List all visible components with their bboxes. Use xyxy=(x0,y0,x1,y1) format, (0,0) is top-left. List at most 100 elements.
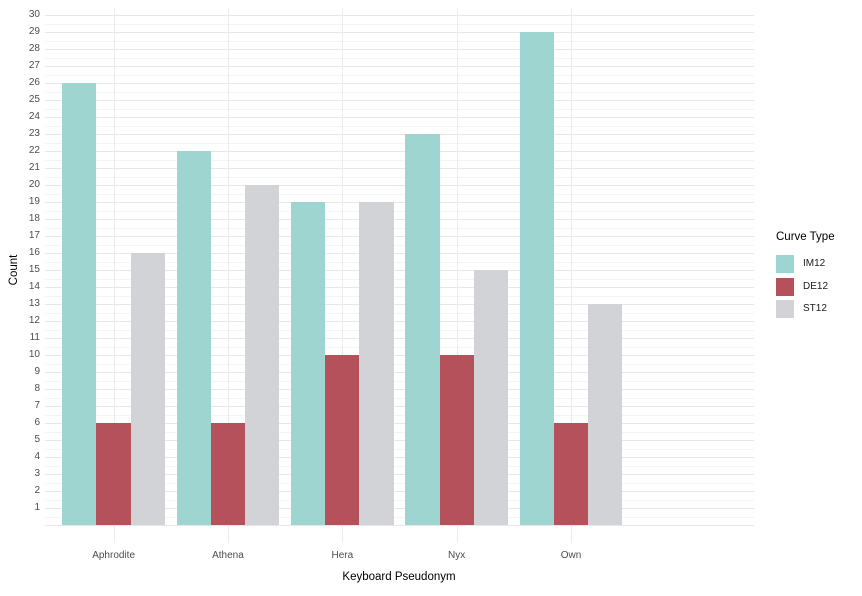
bar-own-im12 xyxy=(519,32,554,525)
major-gridline xyxy=(45,338,754,339)
legend-item: IM12 xyxy=(776,255,835,273)
y-tick-label: 8 xyxy=(34,383,40,394)
minor-gridline xyxy=(45,278,754,280)
y-tick-label: 29 xyxy=(28,26,40,37)
legend-item: DE12 xyxy=(776,277,835,296)
minor-gridline xyxy=(45,125,754,127)
category-gridline xyxy=(342,8,344,543)
y-tick-label: 10 xyxy=(28,349,40,360)
category-gridline xyxy=(571,8,573,543)
category-gridline xyxy=(227,8,229,543)
bar-hera-im12 xyxy=(290,202,326,525)
major-gridline xyxy=(45,32,754,33)
y-tick-label: 4 xyxy=(34,451,40,462)
minor-gridline xyxy=(45,465,754,467)
legend-label: DE12 xyxy=(803,280,829,292)
y-tick-label: 25 xyxy=(28,94,40,105)
bar-nyx-st12 xyxy=(473,270,509,525)
bar-hera-de12 xyxy=(325,355,360,525)
bar-aphrodite-de12 xyxy=(96,423,131,525)
minor-gridline xyxy=(45,74,754,76)
major-gridline xyxy=(45,389,754,390)
major-gridline xyxy=(45,508,754,509)
minor-gridline xyxy=(45,431,754,433)
y-tick-label: 19 xyxy=(28,196,40,207)
minor-gridline xyxy=(45,40,754,42)
x-tick-label-nyx: Nyx xyxy=(448,550,466,561)
minor-gridline xyxy=(45,346,754,348)
minor-gridline xyxy=(45,499,754,501)
major-gridline xyxy=(45,423,754,424)
y-tick-label: 20 xyxy=(28,179,40,190)
minor-gridline xyxy=(45,482,754,484)
major-gridline xyxy=(45,15,754,16)
y-tick-label: 18 xyxy=(28,213,40,224)
y-tick-label: 13 xyxy=(28,298,40,309)
y-tick-label: 22 xyxy=(28,145,40,156)
minor-gridline xyxy=(45,448,754,450)
y-tick-label: 12 xyxy=(28,315,40,326)
major-gridline xyxy=(45,49,754,50)
legend-label: ST12 xyxy=(803,303,827,314)
y-tick-label: 17 xyxy=(28,230,40,241)
bar-nyx-de12 xyxy=(439,355,474,525)
minor-gridline xyxy=(45,363,754,365)
bar-athena-st12 xyxy=(245,185,280,525)
major-gridline xyxy=(45,525,754,526)
minor-gridline xyxy=(45,414,754,416)
x-tick-label-athena: Athena xyxy=(212,550,244,561)
legend-label: IM12 xyxy=(803,258,826,269)
major-gridline xyxy=(45,372,754,373)
major-gridline xyxy=(45,202,754,203)
y-tick-label: 16 xyxy=(28,247,40,258)
minor-gridline xyxy=(45,57,754,59)
y-tick-label: 9 xyxy=(34,366,40,377)
y-tick-label: 23 xyxy=(28,128,40,139)
major-gridline xyxy=(45,406,754,407)
minor-gridline xyxy=(45,244,754,246)
major-gridline xyxy=(45,185,754,186)
major-gridline xyxy=(45,440,754,441)
bar-own-st12 xyxy=(588,304,623,525)
y-tick-label: 2 xyxy=(34,485,40,496)
major-gridline xyxy=(45,117,754,118)
major-gridline xyxy=(45,219,754,220)
category-gridline xyxy=(456,8,458,543)
major-gridline xyxy=(45,100,754,101)
major-gridline xyxy=(45,83,754,84)
y-tick-label: 7 xyxy=(34,400,40,411)
major-gridline xyxy=(45,321,754,322)
legend: Curve Type IM12 DE12 ST12 xyxy=(776,231,835,323)
minor-gridline xyxy=(45,227,754,229)
major-gridline xyxy=(45,355,754,356)
major-gridline xyxy=(45,474,754,475)
y-tick-label: 15 xyxy=(28,264,40,275)
y-tick-label: 24 xyxy=(28,111,40,122)
x-tick-label-own: Own xyxy=(560,550,582,561)
major-gridline xyxy=(45,491,754,492)
major-gridline xyxy=(45,287,754,288)
y-tick-label: 6 xyxy=(34,417,40,428)
minor-gridline xyxy=(45,142,754,144)
y-tick-label: 1 xyxy=(34,502,40,513)
legend-title: Curve Type xyxy=(776,231,835,243)
y-tick-label: 26 xyxy=(28,77,40,88)
major-gridline xyxy=(45,168,754,169)
legend-swatch-st12 xyxy=(776,300,794,318)
minor-gridline xyxy=(45,159,754,161)
bar-nyx-im12 xyxy=(405,134,440,525)
y-tick-label: 11 xyxy=(29,332,40,343)
bar-athena-de12 xyxy=(210,423,246,525)
y-tick-label: 5 xyxy=(34,434,40,445)
x-tick-label-hera: Hera xyxy=(331,550,354,561)
bar-own-de12 xyxy=(553,423,589,525)
y-tick-label: 28 xyxy=(28,43,40,54)
y-tick-label: 30 xyxy=(28,9,40,20)
y-axis-title: Count xyxy=(8,254,20,286)
minor-gridline xyxy=(45,108,754,110)
minor-gridline xyxy=(45,210,754,212)
y-tick-label: 14 xyxy=(28,281,40,292)
minor-gridline xyxy=(45,193,754,195)
bar-aphrodite-st12 xyxy=(130,253,166,525)
minor-gridline xyxy=(45,176,754,178)
